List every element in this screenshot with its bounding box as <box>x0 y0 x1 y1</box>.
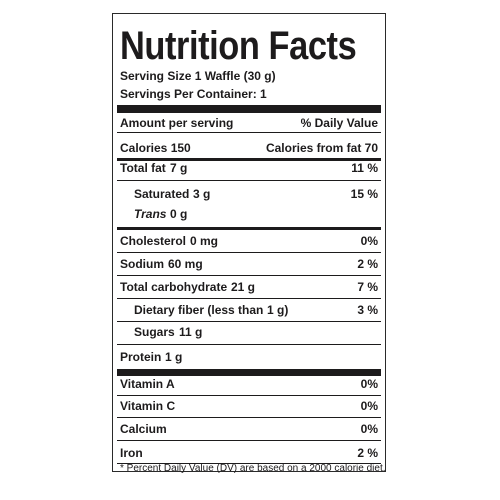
dv-header: % Daily Value <box>300 116 378 130</box>
rule <box>117 463 381 464</box>
daily-value: 0% <box>360 234 378 248</box>
rule <box>117 158 381 161</box>
nutrient-name: Cholesterol <box>120 234 187 248</box>
rule <box>117 440 381 441</box>
daily-value: 11 % <box>351 161 378 175</box>
daily-value: 0% <box>360 399 378 413</box>
nutrient-amount: 21 g <box>231 280 256 294</box>
nutrient-name: Sodium <box>120 257 164 271</box>
nutrient-amount: 1 g) <box>267 303 289 317</box>
rule <box>117 227 381 230</box>
nutrient-name: Trans <box>134 207 167 221</box>
nutrient-amount: 0 mg <box>190 234 219 248</box>
nutrient-name: Dietary fiber (less than <box>134 303 264 317</box>
nutrient-name: Sugars <box>134 325 175 339</box>
nutrient-name: Protein <box>120 350 162 364</box>
daily-value: 7 % <box>357 280 378 294</box>
daily-value: 3 % <box>357 303 378 317</box>
nutrient-name: Iron <box>120 446 143 460</box>
nutrient-amount: 11 g <box>179 325 203 339</box>
rule <box>117 369 381 376</box>
rule <box>117 344 381 345</box>
rule <box>117 252 381 253</box>
nutrient-name: Vitamin A <box>120 377 175 391</box>
nutrient-name: Saturated <box>134 187 190 201</box>
daily-value: 2 % <box>357 257 378 271</box>
rule <box>117 132 381 133</box>
calories-from-fat: Calories from fat 70 <box>265 141 378 155</box>
rule <box>117 180 381 181</box>
nutrient-name: Calcium <box>120 422 167 436</box>
nutrition-label: Nutrition Facts Serving Size 1 Waffle (30… <box>112 13 386 474</box>
rule <box>117 395 381 396</box>
rule <box>117 321 381 322</box>
rule <box>117 298 381 299</box>
rule <box>117 417 381 418</box>
nutrient-amount: 60 mg <box>168 257 203 271</box>
nutrient-amount: 3 g <box>193 187 211 201</box>
nutrient-name: Total fat <box>120 161 166 175</box>
nutrient-name: Total carbohydrate <box>120 280 228 294</box>
daily-value: 2 % <box>357 446 378 460</box>
daily-value: 15 % <box>350 187 378 201</box>
nutrient-name: Vitamin C <box>120 399 176 413</box>
amount-header: Amount per serving <box>120 116 234 130</box>
servings-per-container: Servings Per Container: 1 <box>120 87 267 101</box>
nutrient-amount: 0 g <box>170 207 188 221</box>
nutrient-amount: 7 g <box>170 161 188 175</box>
daily-value: 0% <box>360 422 378 436</box>
calories: Calories 150 <box>120 141 191 155</box>
rule <box>117 105 381 113</box>
serving-size: Serving Size 1 Waffle (30 g) <box>120 69 276 83</box>
footnote: * Percent Daily Value (DV) are based on … <box>120 463 386 474</box>
rule <box>117 275 381 276</box>
nutrient-amount: 1 g <box>165 350 183 364</box>
daily-value: 0% <box>360 377 378 391</box>
title: Nutrition Facts <box>120 24 357 68</box>
